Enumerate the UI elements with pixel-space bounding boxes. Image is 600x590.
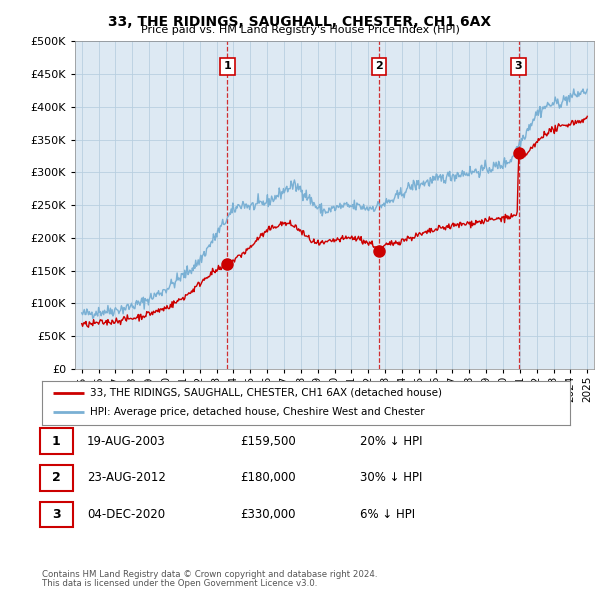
Text: Price paid vs. HM Land Registry's House Price Index (HPI): Price paid vs. HM Land Registry's House …	[140, 25, 460, 35]
Text: 3: 3	[515, 61, 523, 71]
Text: 3: 3	[52, 508, 61, 521]
Text: 04-DEC-2020: 04-DEC-2020	[87, 508, 165, 521]
Text: 20% ↓ HPI: 20% ↓ HPI	[360, 435, 422, 448]
Text: 23-AUG-2012: 23-AUG-2012	[87, 471, 166, 484]
Text: £180,000: £180,000	[240, 471, 296, 484]
Text: 1: 1	[223, 61, 231, 71]
Text: 30% ↓ HPI: 30% ↓ HPI	[360, 471, 422, 484]
Text: 33, THE RIDINGS, SAUGHALL, CHESTER, CH1 6AX: 33, THE RIDINGS, SAUGHALL, CHESTER, CH1 …	[109, 15, 491, 29]
Text: £330,000: £330,000	[240, 508, 296, 521]
Text: 33, THE RIDINGS, SAUGHALL, CHESTER, CH1 6AX (detached house): 33, THE RIDINGS, SAUGHALL, CHESTER, CH1 …	[89, 388, 442, 398]
Text: This data is licensed under the Open Government Licence v3.0.: This data is licensed under the Open Gov…	[42, 579, 317, 588]
Text: £159,500: £159,500	[240, 435, 296, 448]
Text: 2: 2	[375, 61, 383, 71]
Text: 1: 1	[52, 435, 61, 448]
Text: 6% ↓ HPI: 6% ↓ HPI	[360, 508, 415, 521]
Text: 19-AUG-2003: 19-AUG-2003	[87, 435, 166, 448]
Text: Contains HM Land Registry data © Crown copyright and database right 2024.: Contains HM Land Registry data © Crown c…	[42, 571, 377, 579]
Text: HPI: Average price, detached house, Cheshire West and Chester: HPI: Average price, detached house, Ches…	[89, 408, 424, 417]
Text: 2: 2	[52, 471, 61, 484]
